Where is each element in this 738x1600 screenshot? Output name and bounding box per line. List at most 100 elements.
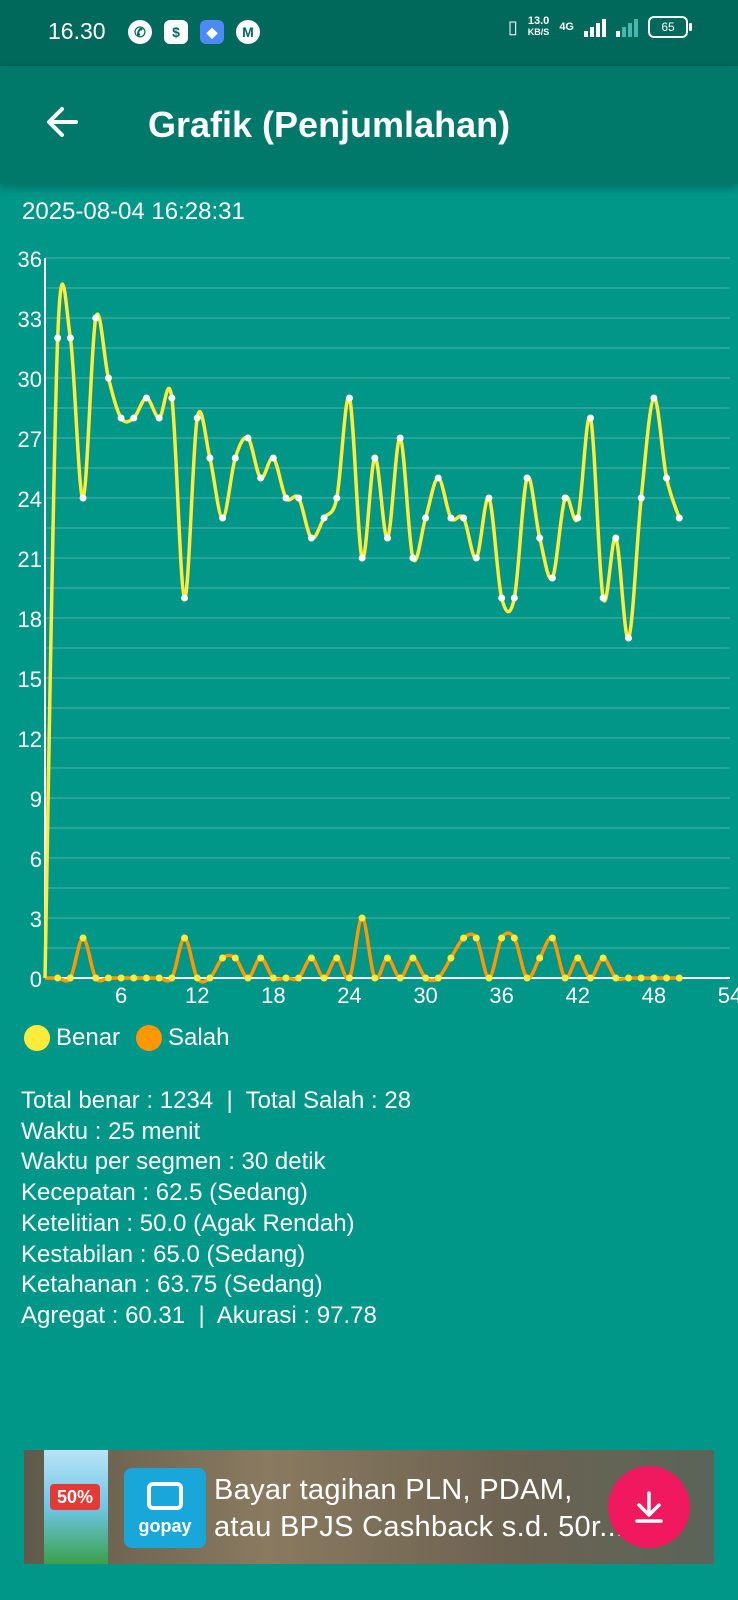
data-point-salah xyxy=(333,954,341,962)
y-tick-label: 36 xyxy=(18,247,42,272)
session-timestamp: 2025-08-04 16:28:31 xyxy=(22,198,245,225)
x-tick-label: 42 xyxy=(566,983,590,1008)
data-point-salah xyxy=(371,974,379,982)
data-point-salah xyxy=(422,974,430,982)
data-point-salah xyxy=(320,974,328,982)
data-point-salah xyxy=(586,974,594,982)
y-tick-label: 12 xyxy=(18,727,42,752)
data-point-salah xyxy=(409,954,417,962)
data-point-benar xyxy=(168,394,176,402)
data-point-salah xyxy=(498,934,506,942)
data-point-benar xyxy=(358,554,366,562)
net-speed: 13.0 KB/S xyxy=(527,15,550,38)
data-point-benar xyxy=(422,514,430,522)
data-point-salah xyxy=(155,974,163,982)
data-point-salah xyxy=(523,974,531,982)
data-point-benar xyxy=(333,494,341,502)
data-point-benar xyxy=(637,494,645,502)
x-tick-label: 18 xyxy=(261,983,285,1008)
data-point-salah xyxy=(396,974,404,982)
data-point-salah xyxy=(269,974,277,982)
y-tick-label: 24 xyxy=(18,487,42,512)
data-point-salah xyxy=(485,974,493,982)
data-point-salah xyxy=(231,954,239,962)
stats-totals: Total benar : 1234 | Total Salah : 28 xyxy=(21,1087,412,1114)
data-point-salah xyxy=(612,974,620,982)
data-point-salah xyxy=(92,974,100,982)
data-point-salah xyxy=(447,954,455,962)
data-point-salah xyxy=(104,974,112,982)
data-point-benar xyxy=(345,394,353,402)
ad-banner[interactable]: 50% gopay Bayar tagihan PLN, PDAM, atau … xyxy=(24,1450,714,1564)
ad-download-button[interactable] xyxy=(608,1466,690,1548)
data-point-benar xyxy=(561,494,569,502)
stats-agregat: Agregat : 60.31 | Akurasi : 97.78 xyxy=(21,1301,377,1329)
x-tick-label: 48 xyxy=(642,983,666,1008)
data-point-salah xyxy=(206,974,214,982)
y-tick-label: 3 xyxy=(30,907,42,932)
data-point-benar xyxy=(257,474,265,482)
data-point-salah xyxy=(307,954,315,962)
back-button[interactable] xyxy=(34,94,90,150)
data-point-salah xyxy=(434,974,442,982)
data-point-salah xyxy=(625,974,633,982)
ad-text-line1: Bayar tagihan PLN, PDAM, xyxy=(214,1474,573,1506)
data-point-salah xyxy=(345,974,353,982)
data-point-salah xyxy=(193,974,201,982)
data-point-salah xyxy=(130,974,138,982)
data-point-salah xyxy=(650,974,658,982)
notification-icons: ✆ $ ◆ M xyxy=(128,20,260,44)
data-point-salah xyxy=(168,974,176,982)
data-point-salah xyxy=(472,934,480,942)
y-tick-label: 18 xyxy=(18,607,42,632)
status-time: 16.30 xyxy=(48,18,106,44)
battery-icon: 65 xyxy=(648,16,692,38)
data-point-benar xyxy=(142,394,150,402)
data-point-benar xyxy=(269,454,277,462)
wallet-icon xyxy=(147,1482,183,1510)
page-title: Grafik (Penjumlahan) xyxy=(148,104,511,145)
data-point-salah xyxy=(244,974,252,982)
data-point-salah xyxy=(282,974,290,982)
x-tick-label: 30 xyxy=(413,983,437,1008)
y-tick-label: 27 xyxy=(18,427,42,452)
y-tick-label: 9 xyxy=(30,787,42,812)
stats-waktu-segmen: Waktu per segmen : 30 detik xyxy=(21,1148,326,1176)
data-point-benar xyxy=(523,474,531,482)
gopay-logo: gopay xyxy=(124,1468,206,1548)
y-tick-label: 33 xyxy=(18,307,42,332)
x-tick-label: 36 xyxy=(489,983,513,1008)
data-point-salah xyxy=(295,974,303,982)
data-point-benar xyxy=(155,414,163,422)
data-point-salah xyxy=(219,954,227,962)
data-point-salah xyxy=(79,934,87,942)
y-tick-label: 15 xyxy=(18,667,42,692)
x-tick-label: 24 xyxy=(337,983,361,1008)
data-point-salah xyxy=(599,954,607,962)
data-point-salah xyxy=(548,934,556,942)
data-point-benar xyxy=(548,574,556,582)
data-point-salah xyxy=(663,974,671,982)
shopping-bag-icon: $ xyxy=(164,20,188,44)
blue-app-icon: ◆ xyxy=(200,20,224,44)
vibrate-icon: ▯ xyxy=(507,16,518,37)
m-app-icon: M xyxy=(236,20,260,44)
data-point-benar xyxy=(79,494,87,502)
chart-legend: Benar Salah xyxy=(24,1024,245,1052)
ad-text-line2: atau BPJS Cashback s.d. 50r... xyxy=(214,1511,625,1543)
data-point-benar xyxy=(371,454,379,462)
data-point-benar xyxy=(193,414,201,422)
data-point-benar xyxy=(244,434,252,442)
stats-kestabilan: Kestabilan : 65.0 (Sedang) xyxy=(21,1240,306,1268)
stats-summary: Total benar : 1234 | Total Salah : 28 Wa… xyxy=(21,1086,411,1332)
data-point-benar xyxy=(485,494,493,502)
data-point-benar xyxy=(472,554,480,562)
data-point-salah xyxy=(117,974,125,982)
data-point-salah xyxy=(561,974,569,982)
data-point-salah xyxy=(574,954,582,962)
data-point-benar xyxy=(447,514,455,522)
data-point-benar xyxy=(599,594,607,602)
data-point-benar xyxy=(498,594,506,602)
y-tick-label: 6 xyxy=(30,847,42,872)
